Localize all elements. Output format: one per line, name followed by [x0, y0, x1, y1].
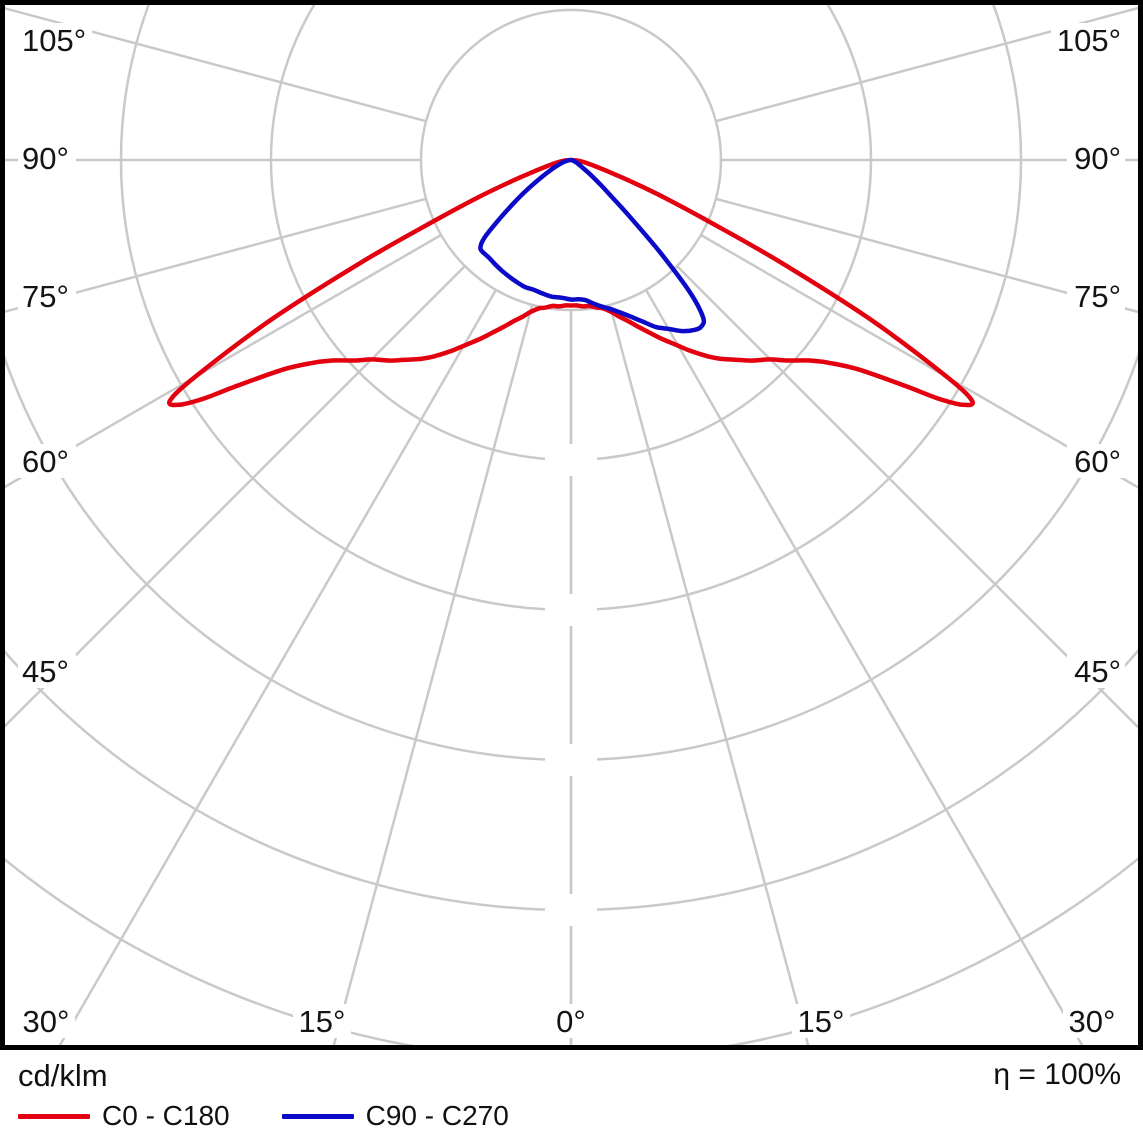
svg-text:0°: 0°	[556, 1004, 586, 1039]
svg-text:30°: 30°	[1069, 1004, 1116, 1039]
angle-label: 30°	[17, 1004, 75, 1039]
legend-label-c0-c180: C0 - C180	[102, 1100, 230, 1131]
svg-text:15°: 15°	[299, 1004, 346, 1039]
legend-item-c0-c180: C0 - C180	[18, 1100, 230, 1132]
angle-label: 75°	[18, 279, 76, 314]
svg-text:15°: 15°	[798, 1004, 845, 1039]
legend-items: C0 - C180 C90 - C270	[18, 1100, 509, 1132]
angle-label: 30°	[1063, 1004, 1121, 1039]
legend-item-c90-c270: C90 - C270	[281, 1100, 509, 1132]
angle-label: 45°	[1067, 654, 1125, 689]
angle-label: 75°	[1067, 279, 1125, 314]
angle-label: 90°	[18, 141, 76, 176]
svg-text:60°: 60°	[22, 444, 69, 479]
c0-c180-line-swatch	[18, 1113, 90, 1119]
angle-label: 60°	[18, 444, 76, 479]
svg-text:105°: 105°	[1057, 23, 1121, 58]
angle-label: 105°	[1051, 23, 1125, 58]
angle-label: 15°	[792, 1004, 850, 1039]
curve-c0-c180	[167, 157, 975, 408]
svg-text:75°: 75°	[1074, 279, 1121, 314]
c90-c270-line-swatch	[281, 1113, 354, 1119]
svg-text:90°: 90°	[1074, 141, 1121, 176]
unit-label: cd/klm	[18, 1058, 108, 1093]
legend-label-c90-c270: C90 - C270	[365, 1100, 509, 1131]
legend: cd/klm η = 100% C0 - C180 C90 - C270	[0, 1050, 1143, 1143]
svg-text:90°: 90°	[22, 141, 69, 176]
angle-label: 60°	[1067, 444, 1125, 479]
curve-c90-c270	[478, 157, 707, 334]
plot-frame	[0, 0, 1143, 1050]
svg-text:105°: 105°	[22, 23, 86, 58]
angle-label: 105°	[18, 23, 92, 58]
svg-text:60°: 60°	[1074, 444, 1121, 479]
efficiency-label: η = 100%	[993, 1058, 1121, 1091]
svg-text:45°: 45°	[1074, 654, 1121, 689]
svg-text:30°: 30°	[23, 1004, 70, 1039]
angle-label: 15°	[293, 1004, 351, 1039]
angle-label: 45°	[18, 654, 76, 689]
angle-label: 90°	[1067, 141, 1125, 176]
angle-label: 0°	[550, 1004, 592, 1039]
ring-value-placeholders	[545, 444, 597, 926]
svg-text:75°: 75°	[22, 279, 69, 314]
svg-text:45°: 45°	[22, 654, 69, 689]
